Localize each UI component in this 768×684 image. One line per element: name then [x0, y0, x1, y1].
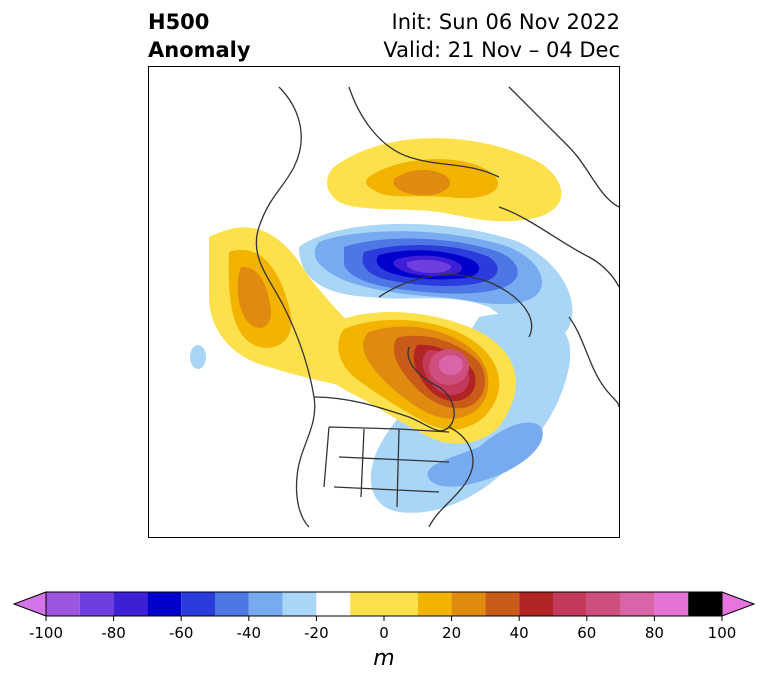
- colorbar-segment: [181, 592, 215, 616]
- colorbar-segment: [282, 592, 317, 616]
- colorbar-tick-label: -40: [236, 624, 262, 642]
- colorbar-segment: [113, 592, 148, 616]
- colorbar-segment: [519, 592, 553, 616]
- colorbar-segment: [586, 592, 621, 616]
- colorbar-tick-label: 40: [509, 624, 529, 642]
- colorbar-segment: [248, 592, 283, 616]
- map-dates: Init: Sun 06 Nov 2022 Valid: 21 Nov – 04…: [383, 8, 620, 64]
- init-date: Init: Sun 06 Nov 2022: [391, 10, 620, 34]
- colorbar-unit: m: [373, 646, 395, 671]
- valid-range: Valid: 21 Nov – 04 Dec: [383, 38, 620, 62]
- colorbar-segment: [485, 592, 520, 616]
- colorbar-segment: [620, 592, 655, 616]
- colorbar-tick-label: 0: [379, 624, 389, 642]
- colorbar-tick-label: 100: [707, 624, 737, 642]
- colorbar-segment: [350, 592, 418, 616]
- colorbar-segment: [451, 592, 486, 616]
- colorbar-segment: [79, 592, 114, 616]
- hudson-bay-ridge: [317, 312, 516, 444]
- colorbar-segment: [147, 592, 182, 616]
- colorbar-tick-label: -100: [28, 624, 64, 642]
- colorbar-tick-label: -80: [101, 624, 126, 642]
- colorbar-segments: [46, 592, 722, 616]
- map-title: H500 Anomaly: [148, 8, 251, 64]
- colorbar-tick-label: 80: [644, 624, 664, 642]
- colorbar-under-arrow: [12, 591, 47, 617]
- title-line-1: H500: [148, 10, 210, 34]
- colorbar-segment: [316, 592, 351, 616]
- colorbar-segment: [688, 592, 722, 616]
- anomaly-map: [148, 66, 620, 538]
- coastlines: [255, 86, 619, 528]
- arctic-trough: [299, 223, 573, 338]
- colorbar-segment: [654, 592, 689, 616]
- colorbar-segment: [215, 592, 249, 616]
- colorbar-tick-label: 20: [442, 624, 462, 642]
- colorbar-over-arrow: [721, 591, 756, 617]
- colorbar: [12, 591, 756, 621]
- colorbar-segment: [553, 592, 587, 616]
- colorbar-tick-label: -20: [304, 624, 329, 642]
- siberia-ridge: [327, 138, 562, 222]
- colorbar-tick-label: 60: [577, 624, 597, 642]
- title-line-2: Anomaly: [148, 38, 251, 62]
- map-svg: [190, 86, 619, 528]
- colorbar-ticks: [45, 616, 723, 621]
- pacific-spot: [190, 345, 206, 369]
- colorbar-segment: [46, 592, 80, 616]
- colorbar-segment: [417, 592, 452, 616]
- colorbar-tick-label: -60: [168, 624, 194, 642]
